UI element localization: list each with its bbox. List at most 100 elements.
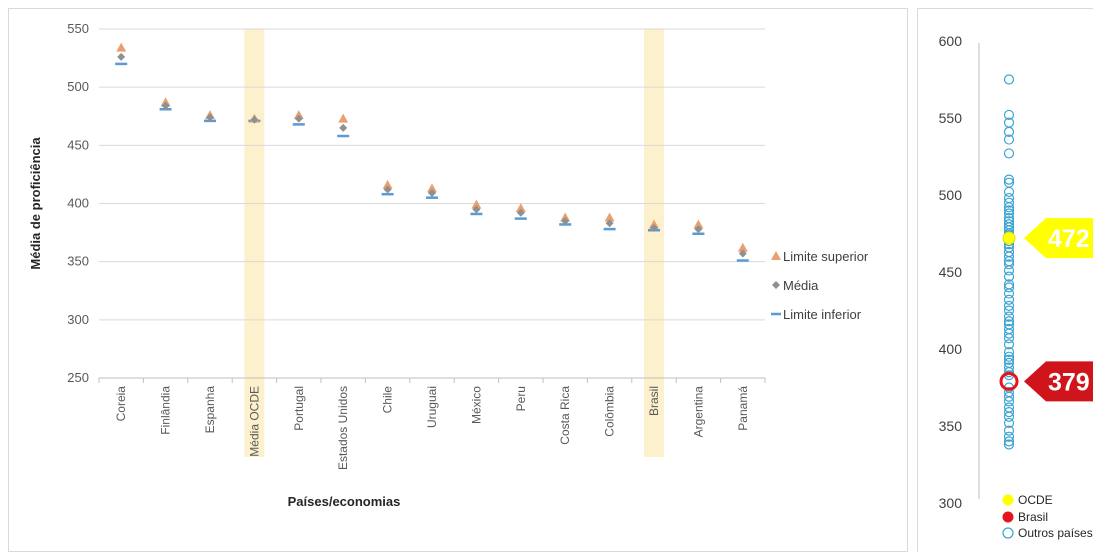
- country-point: [1003, 251, 1015, 262]
- y-tick-label-250: 250: [67, 370, 89, 385]
- y-tick-label-500: 500: [67, 79, 89, 94]
- upper-limit-mark-uruguai: [427, 183, 437, 193]
- x-tick-label-uruguai: Uruguai: [425, 386, 439, 428]
- upper-limit-mark-coreia: [116, 42, 127, 52]
- x-tick-label-portugal: Portugal: [292, 386, 306, 431]
- country-point: [1003, 148, 1015, 159]
- y-tick-label-400: 400: [67, 196, 89, 211]
- country-point: [1003, 316, 1015, 327]
- mean-mark-finlandia: [161, 101, 170, 110]
- side-y-tick-label-600: 600: [939, 33, 963, 49]
- legend-label-limite-superior: Limite superior: [783, 249, 869, 264]
- country-point: [1003, 367, 1015, 378]
- country-point: [1003, 439, 1015, 450]
- mean-mark-estados-unidos: [339, 123, 348, 132]
- side-y-tick-label-400: 400: [939, 341, 963, 357]
- country-point: [1003, 74, 1015, 85]
- upper-limit-mark-panama: [737, 242, 748, 252]
- legend-marker-brasil: [1002, 511, 1014, 523]
- upper-limit-mark-peru: [515, 203, 526, 213]
- legend-marker-limite-superior: [771, 251, 781, 260]
- side-y-tick-label-350: 350: [939, 418, 963, 434]
- country-point: [1003, 354, 1015, 365]
- x-tick-label-coreia: Coreia: [114, 386, 128, 422]
- callout-arrow-379: [1024, 361, 1093, 402]
- x-tick-label-peru: Peru: [514, 386, 528, 411]
- brasil-point: [999, 371, 1019, 391]
- y-tick-label-450: 450: [67, 137, 89, 152]
- side-y-tick-label-550: 550: [939, 110, 963, 126]
- country-point: [1003, 425, 1015, 436]
- callout-arrow-472: [1024, 218, 1093, 259]
- mean-mark-chile: [383, 185, 392, 194]
- mean-mark-costa-rica: [561, 216, 570, 225]
- highlight-band-brasil: [644, 29, 664, 457]
- legend-label-oecd: OCDE: [1018, 493, 1053, 507]
- x-tick-label-brasil: Brasil: [647, 386, 661, 416]
- proficiency-chart: 250 300 350 400 450 500 550 Coreia Finlândia Espa…: [28, 21, 869, 509]
- mean-mark-portugal: [294, 114, 303, 123]
- highlight-band-media-ocde: [244, 29, 265, 457]
- mean-mark-espanha: [206, 113, 214, 122]
- country-point: [1003, 333, 1015, 344]
- country-point: [1003, 174, 1015, 185]
- x-tick-label-media-ocde: Média OCDE: [247, 386, 261, 457]
- legend-label-media: Média: [783, 278, 819, 293]
- side-y-tick-label-450: 450: [939, 264, 963, 280]
- side-y-tick-label-500: 500: [939, 187, 963, 203]
- legend-marker-oecd: [1002, 494, 1014, 506]
- country-point: [1003, 417, 1015, 429]
- side-y-tick-label-300: 300: [939, 495, 963, 511]
- mean-mark-colombia: [605, 219, 614, 228]
- distribution-chart-panel: 300 350 400 450 500 550 600 472 379 OCDE Brasil Out…: [917, 8, 1093, 552]
- country-point: [1003, 109, 1015, 121]
- country-point: [1003, 186, 1015, 198]
- country-point: [1003, 436, 1015, 447]
- mean-mark-mexico: [472, 205, 481, 214]
- x-tick-label-argentina: Argentina: [691, 386, 705, 438]
- legend-label-limite-inferior: Limite inferior: [783, 307, 862, 322]
- country-point: [1003, 197, 1015, 208]
- main-chart-panel: 250 300 350 400 450 500 550 Coreia Finlândia Espa…: [8, 8, 908, 552]
- country-point: [1003, 305, 1015, 316]
- upper-limit-mark-estados-unidos: [338, 113, 349, 123]
- y-tick-label-350: 350: [67, 254, 89, 269]
- mean-mark-argentina: [694, 225, 703, 234]
- country-point: [1003, 271, 1015, 282]
- legend-marker-outros-paises: [1002, 527, 1014, 539]
- country-point: [1003, 134, 1015, 145]
- mean-mark-peru: [516, 208, 525, 217]
- upper-limit-mark-argentina: [693, 219, 704, 229]
- mean-mark-coreia: [117, 52, 126, 61]
- country-point: [1003, 346, 1015, 358]
- callout-label-472: 472: [1048, 225, 1090, 253]
- country-point: [1003, 259, 1015, 270]
- country-point: [1003, 282, 1015, 293]
- country-point: [1003, 300, 1015, 311]
- oecd-point: [1002, 231, 1016, 245]
- mean-mark-uruguai: [428, 189, 436, 198]
- x-tick-label-costa-rica: Costa Rica: [558, 386, 572, 445]
- x-tick-label-chile: Chile: [381, 386, 395, 414]
- legend-label-outros-paises: Outros países: [1018, 526, 1093, 540]
- x-tick-label-mexico: México: [469, 386, 483, 424]
- x-tick-label-espanha: Espanha: [203, 386, 217, 434]
- mean-mark-brasil: [650, 223, 658, 232]
- country-point: [1003, 339, 1015, 350]
- country-point: [1003, 288, 1015, 299]
- legend-marker-media: [772, 281, 780, 289]
- country-point: [1003, 396, 1015, 407]
- y-tick-label-300: 300: [67, 312, 89, 327]
- mean-mark-panama: [738, 249, 747, 258]
- country-point: [1003, 391, 1015, 402]
- callout-label-379: 379: [1048, 368, 1090, 396]
- x-tick-label-panama: Panamá: [736, 386, 750, 431]
- country-point: [1003, 351, 1015, 362]
- x-tick-label-finlandia: Finlândia: [159, 386, 173, 435]
- legend-label-brasil: Brasil: [1018, 510, 1048, 524]
- upper-limit-mark-mexico: [471, 199, 482, 209]
- country-point: [1003, 265, 1015, 276]
- country-point: [1003, 208, 1015, 219]
- country-point: [1003, 328, 1015, 339]
- upper-limit-mark-colombia: [604, 212, 615, 222]
